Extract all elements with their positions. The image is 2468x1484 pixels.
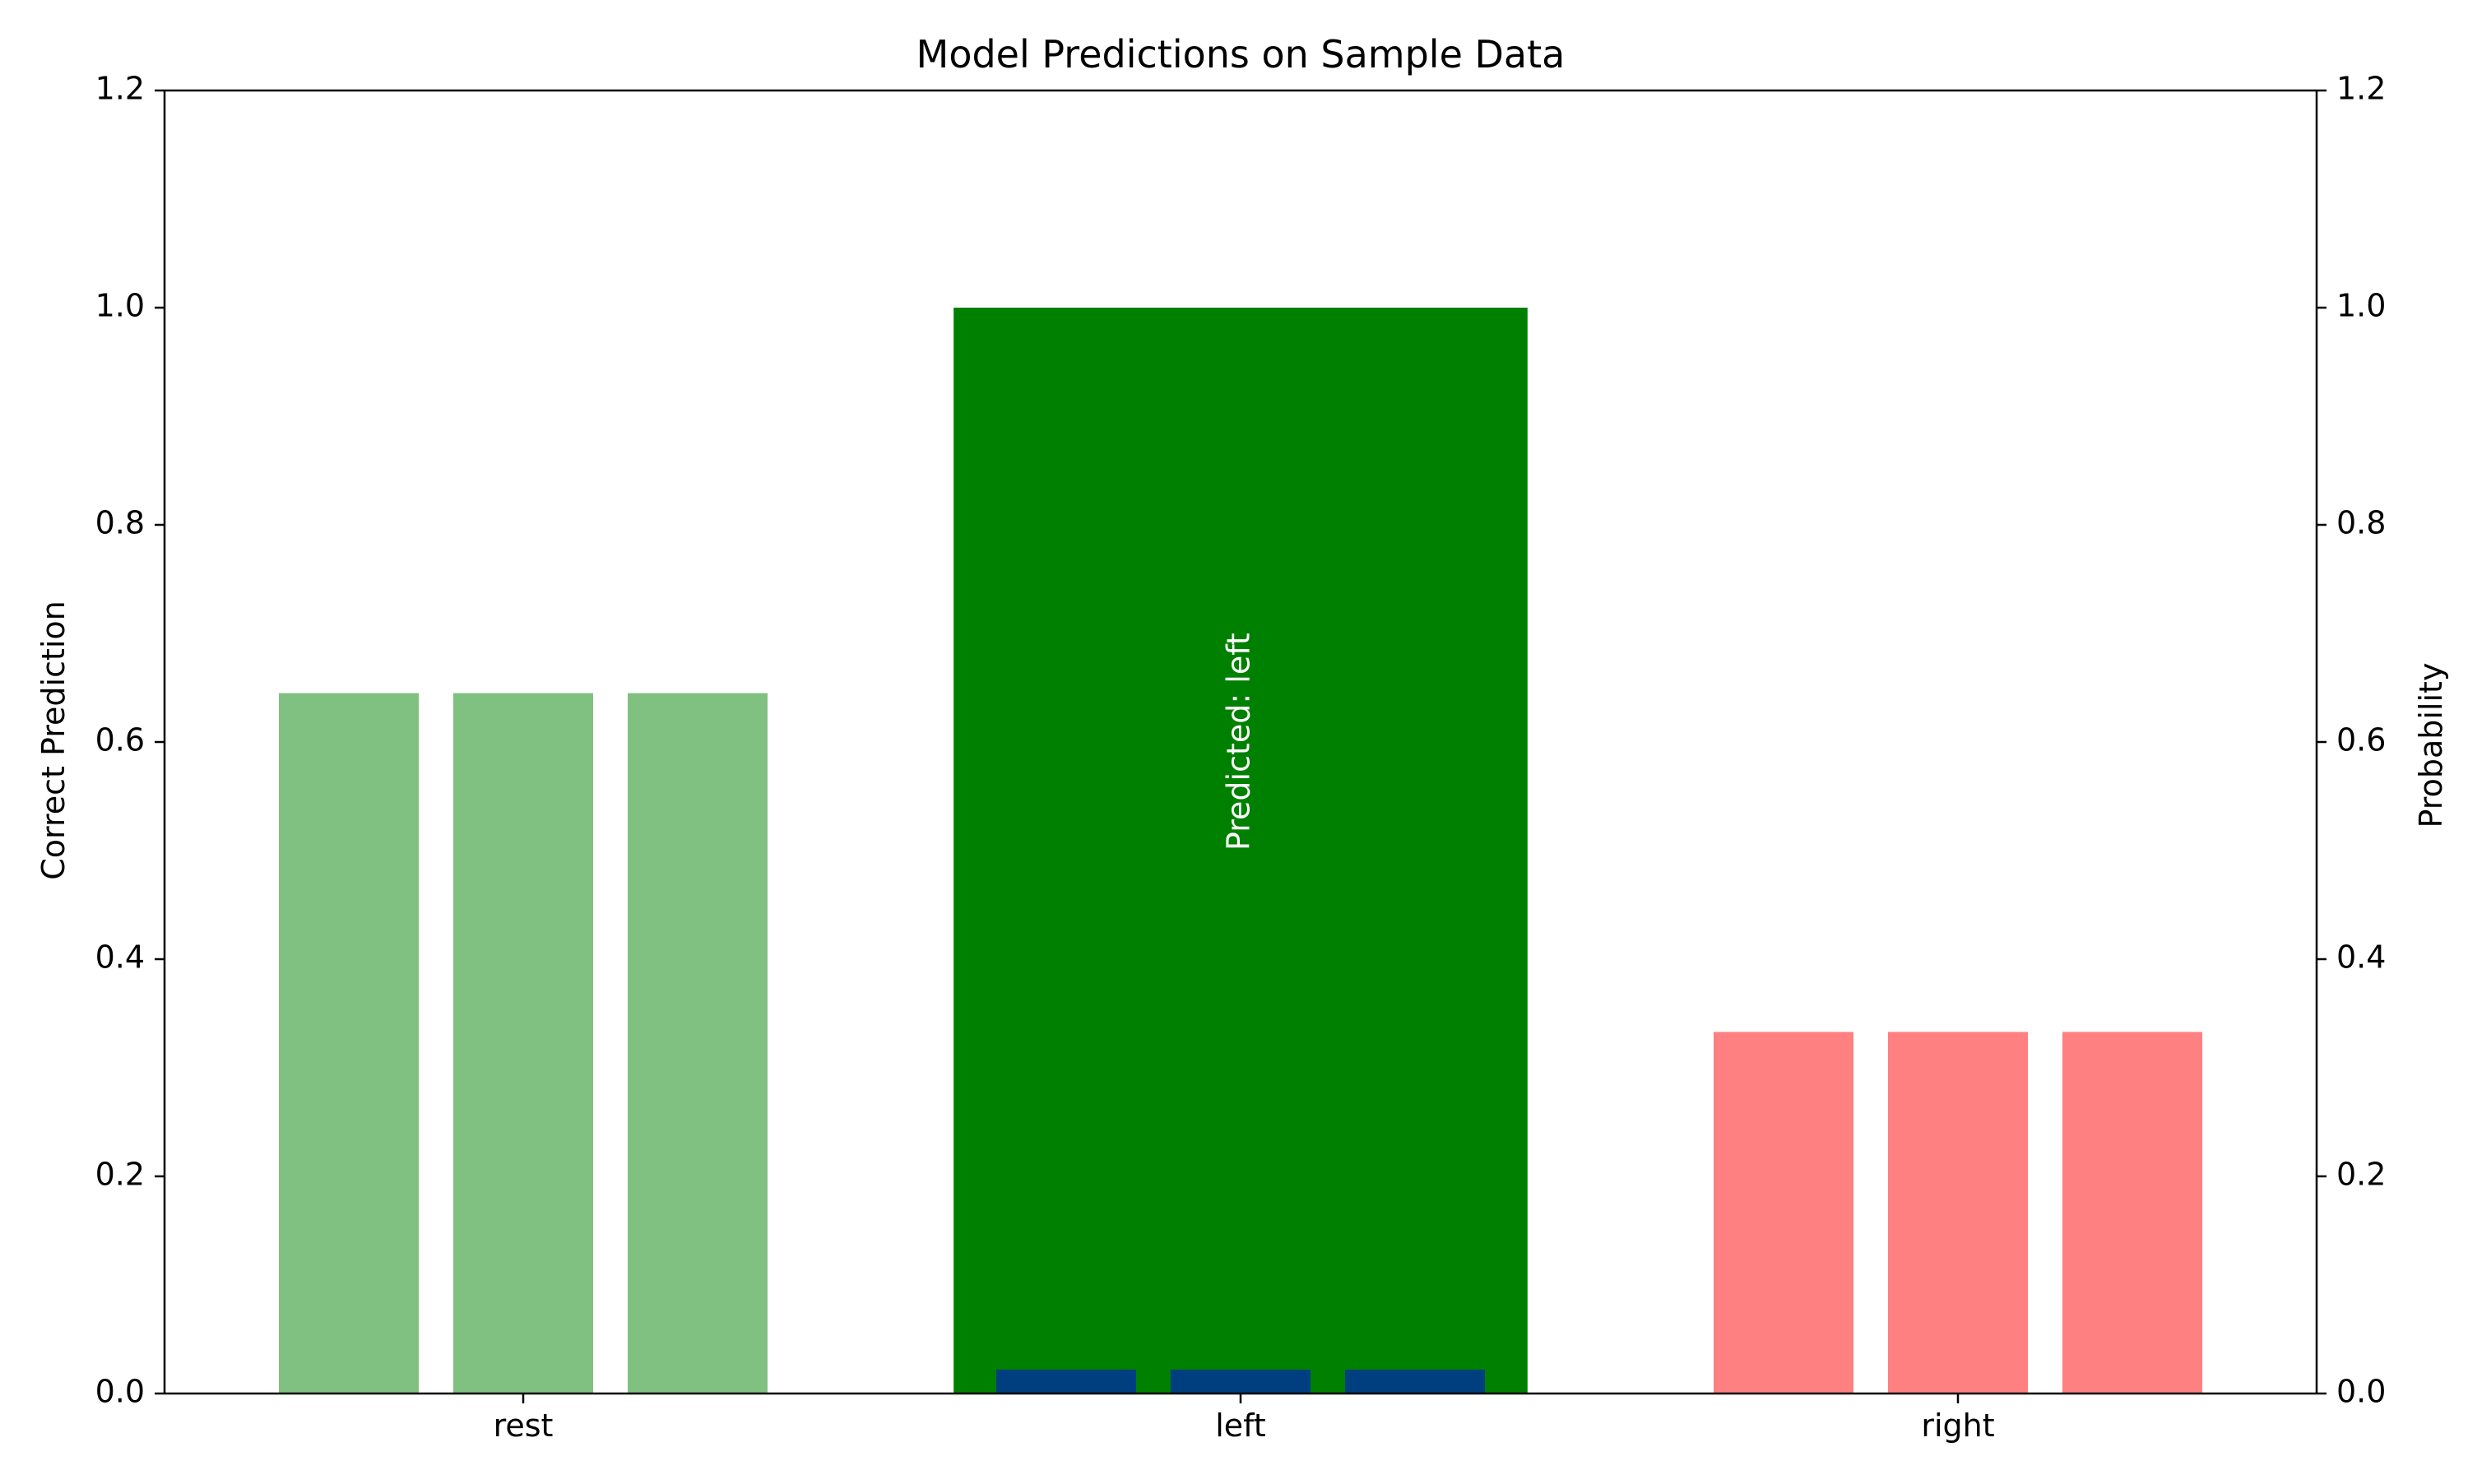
probability-bar-left-2 — [1171, 1369, 1311, 1394]
probability-bar-right-3 — [2062, 1032, 2202, 1394]
probability-bar-left-1 — [996, 1369, 1136, 1394]
probability-bar-rest-3 — [628, 693, 768, 1394]
y-tick-label-left: 0.8 — [95, 505, 145, 541]
y-tick-label-right: 0.8 — [2336, 505, 2386, 541]
y-tick-label-right: 0.2 — [2336, 1157, 2386, 1193]
y-tick-label-left: 1.2 — [95, 71, 145, 107]
x-tick-label-left: left — [1215, 1407, 1266, 1444]
y-tick-label-right: 0.0 — [2336, 1374, 2386, 1410]
probability-bar-left-3 — [1345, 1369, 1485, 1394]
x-tick-label-rest: rest — [494, 1407, 554, 1444]
chart-title: Model Predictions on Sample Data — [916, 32, 1566, 77]
x-tick-label-right: right — [1921, 1407, 1994, 1444]
y-tick-label-left: 1.0 — [95, 288, 145, 324]
prediction-annotation: Predicted: left — [1221, 633, 1257, 851]
y-tick-label-left: 0.0 — [95, 1374, 145, 1410]
y-tick-label-right: 1.2 — [2336, 71, 2386, 107]
y-tick-label-right: 0.6 — [2336, 722, 2386, 758]
y-tick-label-left: 0.4 — [95, 939, 145, 976]
probability-bar-rest-1 — [279, 693, 419, 1394]
y-tick-label-left: 0.2 — [95, 1157, 145, 1193]
y-tick-label-right: 1.0 — [2336, 288, 2386, 324]
y-axis-title-right: Probability — [2413, 663, 2449, 828]
probability-bar-rest-2 — [453, 693, 593, 1394]
axes-layer — [155, 89, 2327, 1403]
y-tick-label-left: 0.6 — [95, 722, 145, 758]
probability-bar-right-2 — [1888, 1032, 2028, 1394]
y-tick-label-right: 0.4 — [2336, 939, 2386, 976]
y-axis-title-left: Correct Prediction — [35, 601, 72, 880]
probability-bar-right-1 — [1714, 1032, 1853, 1394]
correct-bar-left — [953, 308, 1528, 1394]
text-layer: Model Predictions on Sample Data Correct… — [35, 32, 2449, 1444]
bars-layer — [279, 308, 2202, 1394]
annotation-layer: Predicted: left — [1221, 633, 1257, 851]
